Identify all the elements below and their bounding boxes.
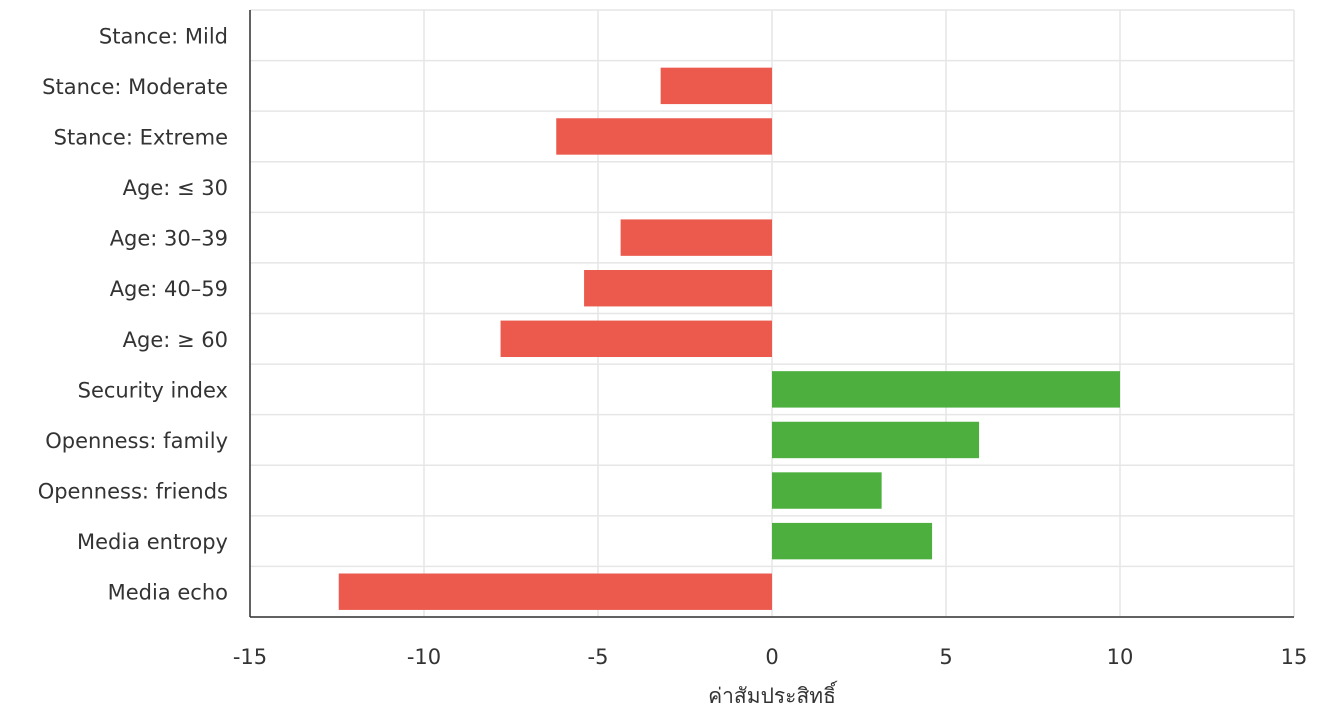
category-label: Age: 40–59 (110, 277, 228, 301)
category-label: Stance: Mild (99, 24, 228, 48)
category-label: Age: ≤ 30 (123, 176, 228, 200)
x-axis-title: ค่าสัมประสิทธิ์ (708, 680, 838, 708)
category-label: Age: ≥ 60 (123, 328, 228, 352)
bar (338, 573, 772, 610)
category-label: Openness: friends (38, 480, 228, 504)
category-label: Media entropy (77, 530, 228, 554)
x-tick-label: -15 (233, 645, 267, 669)
bar (660, 67, 772, 105)
category-label: Openness: family (45, 429, 228, 453)
x-tick-label: 10 (1107, 645, 1134, 669)
bar (620, 219, 772, 256)
bar (500, 320, 772, 358)
bar (772, 472, 882, 509)
axes (249, 10, 1294, 618)
x-tick-label: -10 (407, 645, 441, 669)
bar (772, 371, 1120, 408)
category-label: Security index (78, 378, 228, 402)
bar (556, 118, 772, 155)
x-tick-label: 0 (765, 645, 778, 669)
category-label: Stance: Extreme (54, 125, 228, 149)
category-labels: Stance: Mild Stance: Moderate Stance: Extr… (38, 24, 228, 604)
x-tick-label: 5 (939, 645, 952, 669)
gridlines (249, 9, 1295, 618)
bar (584, 269, 772, 307)
x-tick-label: 15 (1281, 645, 1308, 669)
category-label: Stance: Moderate (42, 75, 228, 99)
bar (772, 522, 933, 560)
category-label: Age: 30–39 (110, 227, 228, 251)
bar (772, 421, 980, 459)
x-tick-label: -5 (588, 645, 609, 669)
x-tick-labels: -15 -10 -5 0 5 10 15 (233, 645, 1308, 669)
category-label: Media echo (108, 581, 228, 605)
bars (338, 67, 1120, 610)
